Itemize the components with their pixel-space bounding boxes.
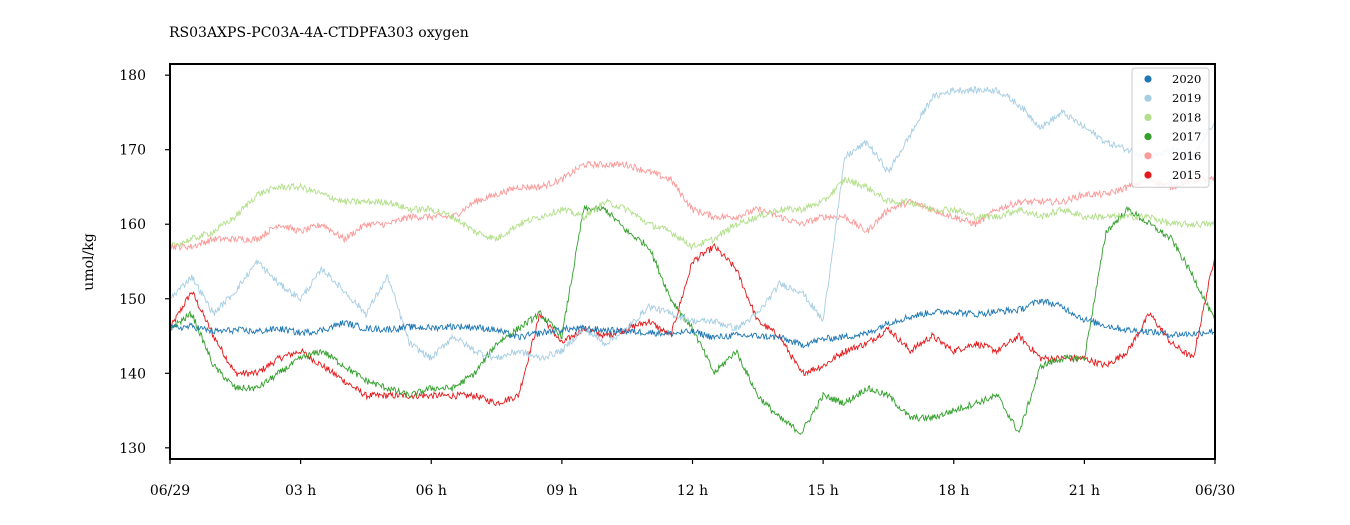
series-line-2018 xyxy=(170,176,1215,251)
legend-label-2018: 2018 xyxy=(1172,110,1201,124)
x-tick-label: 18 h xyxy=(938,483,969,499)
legend: 2020 2019 2018 2017 2016 2015 xyxy=(1131,67,1210,188)
legend-label-2016: 2016 xyxy=(1172,149,1201,163)
series-line-2017 xyxy=(170,204,1215,436)
x-tick-label: 21 h xyxy=(1069,483,1100,499)
y-tick-label: 150 xyxy=(119,292,146,308)
x-tick-label: 06/29 xyxy=(150,483,190,499)
x-tick-label: 09 h xyxy=(546,483,577,499)
legend-marker-2019 xyxy=(1144,94,1152,102)
x-tick-label: 15 h xyxy=(807,483,838,499)
x-tick-label: 03 h xyxy=(285,483,316,499)
legend-marker-2016 xyxy=(1144,152,1152,160)
legend-marker-2018 xyxy=(1144,113,1152,121)
legend-marker-2015 xyxy=(1144,171,1152,179)
y-tick-label: 140 xyxy=(119,366,146,382)
plot-frame xyxy=(169,63,1216,460)
x-tick-label: 06 h xyxy=(416,483,447,499)
legend-label-2020: 2020 xyxy=(1172,72,1201,86)
y-tick-label: 160 xyxy=(119,217,146,233)
legend-label-2015: 2015 xyxy=(1172,168,1201,182)
series-line-2020 xyxy=(170,298,1215,349)
series-line-2015 xyxy=(170,243,1215,407)
x-tick-label: 06/30 xyxy=(1195,483,1235,499)
series-line-2016 xyxy=(170,160,1215,252)
y-axis-label: umol/kg xyxy=(81,233,97,290)
legend-marker-2017 xyxy=(1144,133,1152,141)
series-line-2019 xyxy=(170,86,1215,362)
y-tick-label: 130 xyxy=(119,441,146,457)
axis-ticks: 06/29 03 h 06 h 09 h 12 h 15 h 18 h 21 h 06/30 13… xyxy=(119,68,1235,499)
x-tick-label: 12 h xyxy=(677,483,708,499)
legend-label-2017: 2017 xyxy=(1172,130,1201,144)
y-tick-label: 170 xyxy=(119,143,146,159)
legend-label-2019: 2019 xyxy=(1172,91,1201,105)
chart-title: RS03AXPS-PC03A-4A-CTDPFA303 oxygen xyxy=(169,25,469,41)
legend-marker-2020 xyxy=(1144,75,1152,83)
y-tick-label: 180 xyxy=(119,68,146,84)
